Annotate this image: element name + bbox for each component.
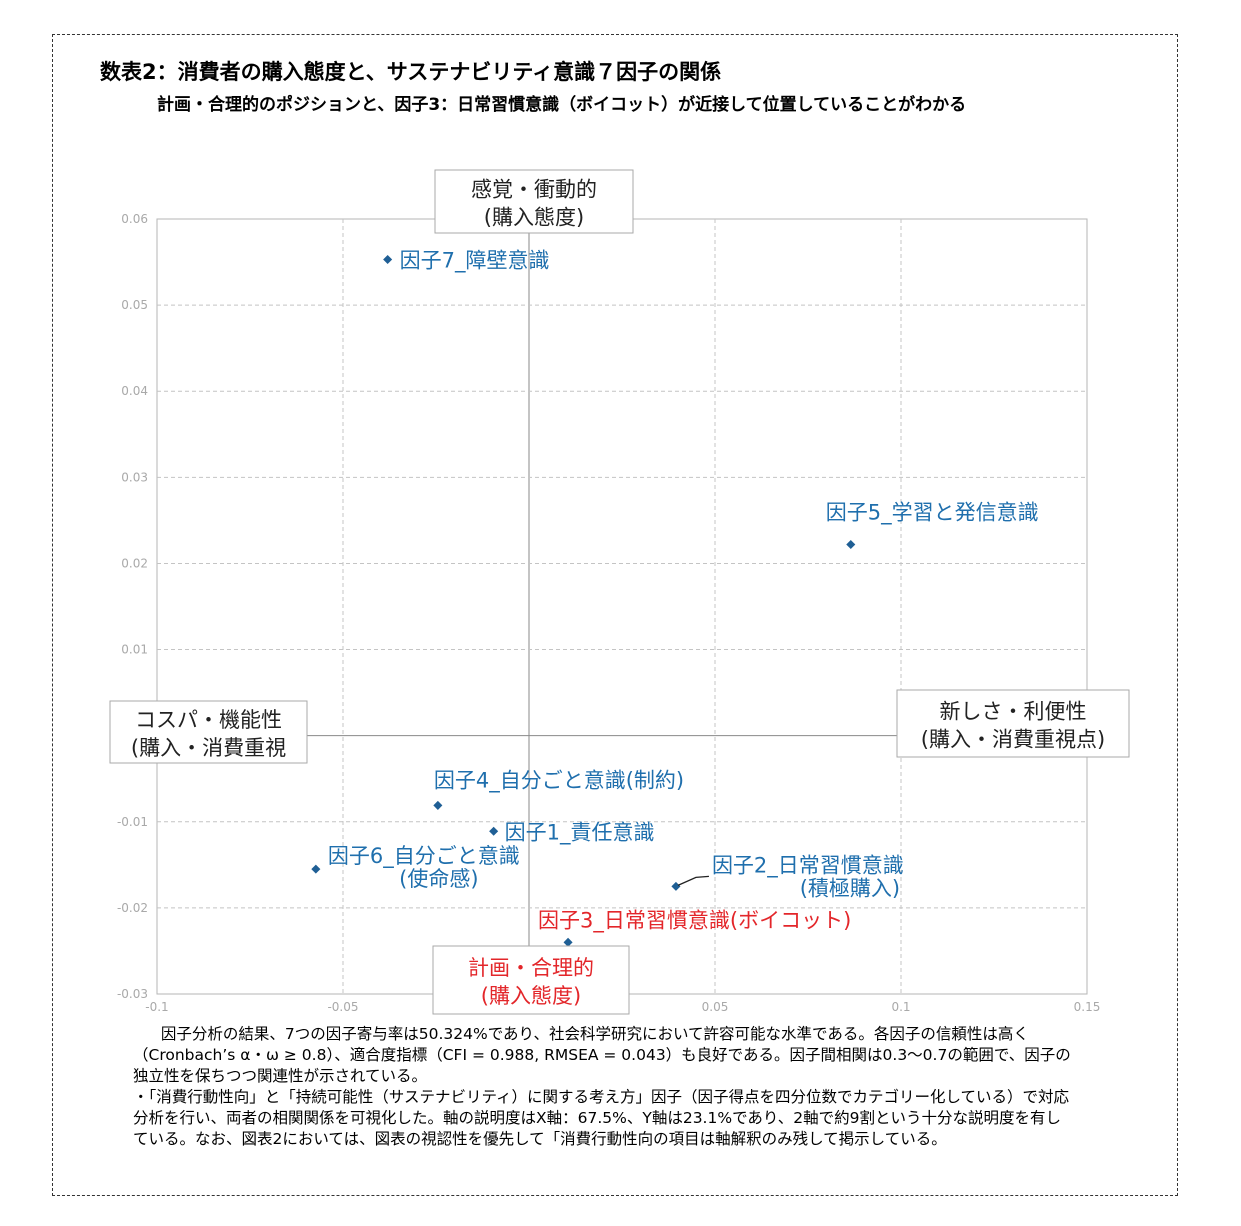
- axis-label-right-line2: (購入・消費重視点): [921, 728, 1105, 752]
- y-tick-label: -0.03: [117, 987, 148, 1001]
- axis-label-layer: 感覚・衝動的 (購入態度) 計画・合理的 (購入態度) コスパ・機能性 (購入・消費重視 新…: [109, 169, 1130, 1015]
- axis-label-left-line1: コスパ・機能性: [135, 708, 282, 732]
- footnote-paragraph-2: ・「消費行動性向」と「持続可能性（サステナビリティ）に関する考え方」因子（因子得…: [133, 1088, 1070, 1148]
- axis-label-box-top: [434, 169, 634, 234]
- data-point: [846, 539, 856, 550]
- y-tick-label: -0.02: [117, 901, 148, 915]
- data-point: [433, 800, 443, 810]
- y-tick-label: 0.04: [121, 384, 148, 398]
- tick-layer: -0.1 -0.05 0.05 0.1 0.15 -0.03 -0.02 -0.01 0.01 0…: [117, 212, 1100, 1014]
- data-label: 因子1_責任意識: [505, 820, 655, 845]
- grid-layer: [156, 218, 1088, 995]
- data-label: 因子2_日常習慣意識: [712, 853, 904, 878]
- footnote-paragraph-1: 因子分析の結果、7つの因子寄与率は50.324%であり、社会科学研究において許容…: [133, 1025, 1071, 1085]
- axis-label-left-line2: (購入・消費重視: [131, 736, 286, 760]
- axis-label-bottom-line1: 計画・合理的: [468, 956, 594, 980]
- leader-line: [677, 875, 709, 886]
- x-tick-label: 0.05: [702, 1000, 729, 1014]
- data-label-line2: (積極購入): [800, 876, 900, 900]
- figure-frame: [52, 34, 1178, 1196]
- plot-border: [156, 218, 1088, 995]
- data-label: 因子6_自分ごと意識: [328, 844, 520, 869]
- axis-label-top-line2: (購入態度): [484, 206, 584, 230]
- data-point: [671, 881, 681, 891]
- chart-title: 数表2：消費者の購入態度と、サステナビリティ意識７因子の関係: [100, 60, 722, 84]
- axis-label-box-bottom: [432, 945, 630, 1015]
- x-tick-label: -0.1: [145, 1000, 168, 1014]
- axis-label-right-line1: 新しさ・利便性: [940, 700, 1087, 724]
- axis-label-box-right: [896, 689, 1130, 758]
- axis-label-top-line1: 感覚・衝動的: [471, 178, 597, 202]
- data-label: 因子3_日常習慣意識(ボイコット): [538, 908, 851, 933]
- data-label: 因子4_自分ごと意識(制約): [434, 768, 684, 793]
- footnote: 因子分析の結果、7つの因子寄与率は50.324%であり、社会科学研究において許容…: [133, 1024, 1073, 1150]
- data-point: [489, 826, 499, 836]
- y-tick-label: 0.01: [121, 643, 148, 657]
- y-tick-label: 0.02: [121, 556, 148, 570]
- x-tick-label: 0.1: [891, 1000, 910, 1014]
- axis-label-box-left: [109, 700, 308, 764]
- x-tick-label: 0.15: [1074, 1000, 1101, 1014]
- y-tick-label: 0.06: [121, 212, 148, 226]
- data-label-line2: (使命感): [399, 867, 478, 891]
- data-label: 因子7_障壁意識: [400, 248, 550, 273]
- data-label: 因子5_学習と発信意識: [826, 501, 1039, 526]
- data-point: [383, 254, 393, 264]
- data-point: [311, 864, 321, 874]
- chart-subtitle: 計画・合理的のポジションと、因子3：日常習慣意識（ボイコット）が近接して位置して…: [157, 95, 967, 115]
- y-tick-label: -0.01: [117, 815, 148, 829]
- axis-label-bottom-line2: (購入態度): [481, 984, 581, 1008]
- data-point: [563, 937, 573, 947]
- y-tick-label: 0.05: [121, 298, 148, 312]
- x-tick-label: -0.05: [327, 1000, 358, 1014]
- y-tick-label: 0.03: [121, 470, 148, 484]
